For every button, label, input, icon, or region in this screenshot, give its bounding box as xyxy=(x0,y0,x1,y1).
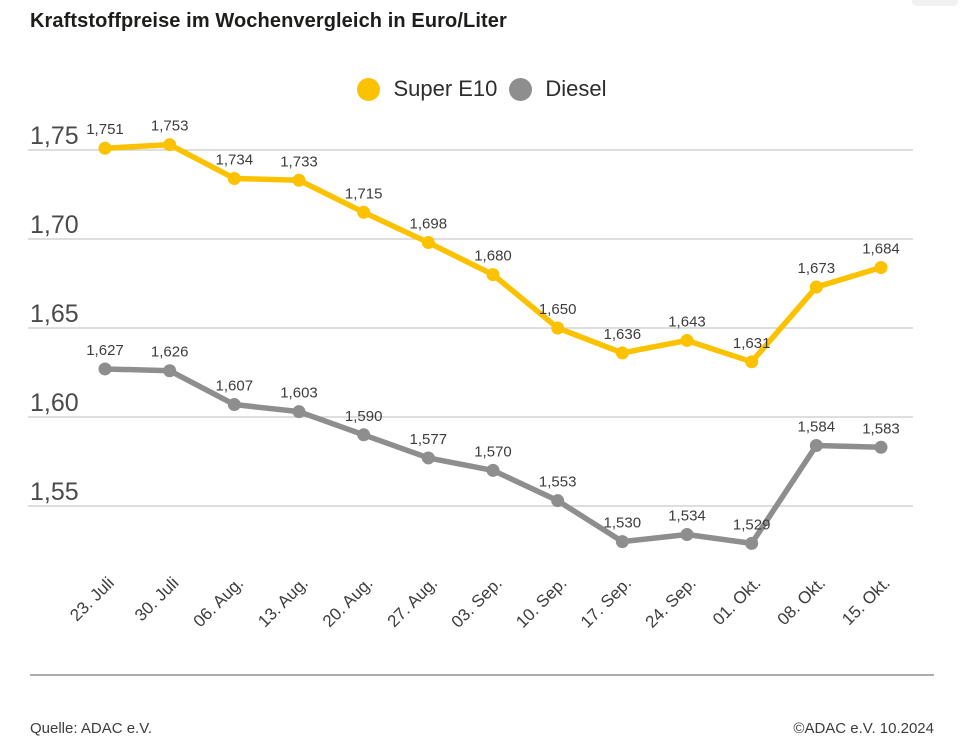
data-label-diesel: 1,627 xyxy=(86,342,124,359)
data-point-super-e10 xyxy=(421,236,435,250)
legend-label-super-e10: Super E10 xyxy=(393,76,498,101)
data-label-super-e10: 1,753 xyxy=(151,118,189,135)
legend-item-super-e10: Super E10 xyxy=(357,76,497,102)
data-point-diesel xyxy=(551,494,565,508)
x-axis-label: 13. Aug. xyxy=(254,573,312,631)
data-point-diesel xyxy=(486,463,500,477)
x-axis-label: 27. Aug. xyxy=(384,573,442,631)
data-point-diesel xyxy=(809,438,823,452)
data-label-super-e10: 1,733 xyxy=(280,153,318,170)
data-point-super-e10 xyxy=(809,280,823,294)
x-axis-label: 03. Sep. xyxy=(448,573,506,631)
data-point-super-e10 xyxy=(551,321,565,335)
data-label-super-e10: 1,631 xyxy=(733,335,771,352)
data-label-super-e10: 1,680 xyxy=(474,248,512,265)
data-label-super-e10: 1,684 xyxy=(862,240,900,257)
data-point-diesel xyxy=(98,362,112,376)
data-point-super-e10 xyxy=(745,355,759,369)
copyright-text: ©ADAC e.V. 10.2024 xyxy=(793,720,934,737)
footer-divider xyxy=(30,674,934,676)
x-axis-label: 08. Okt. xyxy=(774,573,830,629)
source-text: Quelle: ADAC e.V. xyxy=(30,720,153,737)
data-label-diesel: 1,570 xyxy=(474,443,512,460)
data-label-diesel: 1,530 xyxy=(604,515,642,532)
x-axis-label: 10. Sep. xyxy=(512,573,570,631)
data-label-diesel: 1,529 xyxy=(733,516,771,533)
data-label-super-e10: 1,734 xyxy=(216,151,254,168)
legend-marker-diesel xyxy=(509,77,533,101)
data-point-diesel xyxy=(615,535,629,549)
legend-marker-super-e10 xyxy=(357,77,381,101)
y-axis-label: 1,65 xyxy=(30,300,79,328)
data-label-diesel: 1,626 xyxy=(151,344,189,361)
data-label-super-e10: 1,650 xyxy=(539,301,577,318)
legend-item-diesel: Diesel xyxy=(509,76,607,102)
data-point-diesel xyxy=(874,440,888,454)
data-point-diesel xyxy=(227,398,241,412)
x-axis-label: 24. Sep. xyxy=(642,573,700,631)
data-label-super-e10: 1,643 xyxy=(668,313,706,330)
x-axis-label: 15. Okt. xyxy=(838,573,894,629)
data-label-diesel: 1,607 xyxy=(216,378,254,395)
x-axis-label: 06. Aug. xyxy=(190,573,248,631)
data-label-diesel: 1,603 xyxy=(280,385,318,402)
data-point-diesel xyxy=(357,428,371,442)
data-point-diesel xyxy=(421,451,435,465)
legend-label-diesel: Diesel xyxy=(545,76,607,101)
data-point-super-e10 xyxy=(874,260,888,274)
x-axis-label: 20. Aug. xyxy=(319,573,377,631)
y-axis-label: 1,75 xyxy=(30,122,79,150)
y-axis-label: 1,70 xyxy=(30,211,79,239)
corner-artifact xyxy=(912,0,958,6)
data-label-super-e10: 1,636 xyxy=(604,326,642,343)
data-label-super-e10: 1,673 xyxy=(798,260,836,277)
x-axis-label: 01. Okt. xyxy=(709,573,765,629)
x-axis-label: 23. Juli xyxy=(66,573,118,625)
data-label-diesel: 1,584 xyxy=(798,418,836,435)
data-point-super-e10 xyxy=(357,205,371,219)
y-axis-label: 1,55 xyxy=(30,478,79,506)
data-point-diesel xyxy=(745,536,759,550)
data-label-diesel: 1,534 xyxy=(668,507,706,524)
data-label-super-e10: 1,698 xyxy=(410,216,448,233)
footer: Quelle: ADAC e.V. ©ADAC e.V. 10.2024 xyxy=(30,720,934,737)
data-label-diesel: 1,577 xyxy=(410,431,448,448)
data-point-super-e10 xyxy=(227,171,241,185)
data-label-diesel: 1,583 xyxy=(862,420,900,437)
legend: Super E10 Diesel xyxy=(0,76,964,102)
y-axis-label: 1,60 xyxy=(30,389,79,417)
data-point-super-e10 xyxy=(486,268,500,282)
data-label-diesel: 1,553 xyxy=(539,474,577,491)
data-point-diesel xyxy=(680,527,694,541)
data-point-super-e10 xyxy=(292,173,306,187)
data-point-super-e10 xyxy=(615,346,629,360)
data-label-super-e10: 1,751 xyxy=(86,121,124,138)
data-label-super-e10: 1,715 xyxy=(345,185,383,202)
data-label-diesel: 1,590 xyxy=(345,408,383,425)
chart-title: Kraftstoffpreise im Wochenvergleich in E… xyxy=(30,10,507,32)
x-axis-label: 30. Juli xyxy=(131,573,183,625)
data-point-diesel xyxy=(163,364,177,378)
data-point-super-e10 xyxy=(680,333,694,347)
data-point-super-e10 xyxy=(163,138,177,152)
data-point-super-e10 xyxy=(98,141,112,155)
data-point-diesel xyxy=(292,405,306,419)
x-axis-label: 17. Sep. xyxy=(577,573,635,631)
